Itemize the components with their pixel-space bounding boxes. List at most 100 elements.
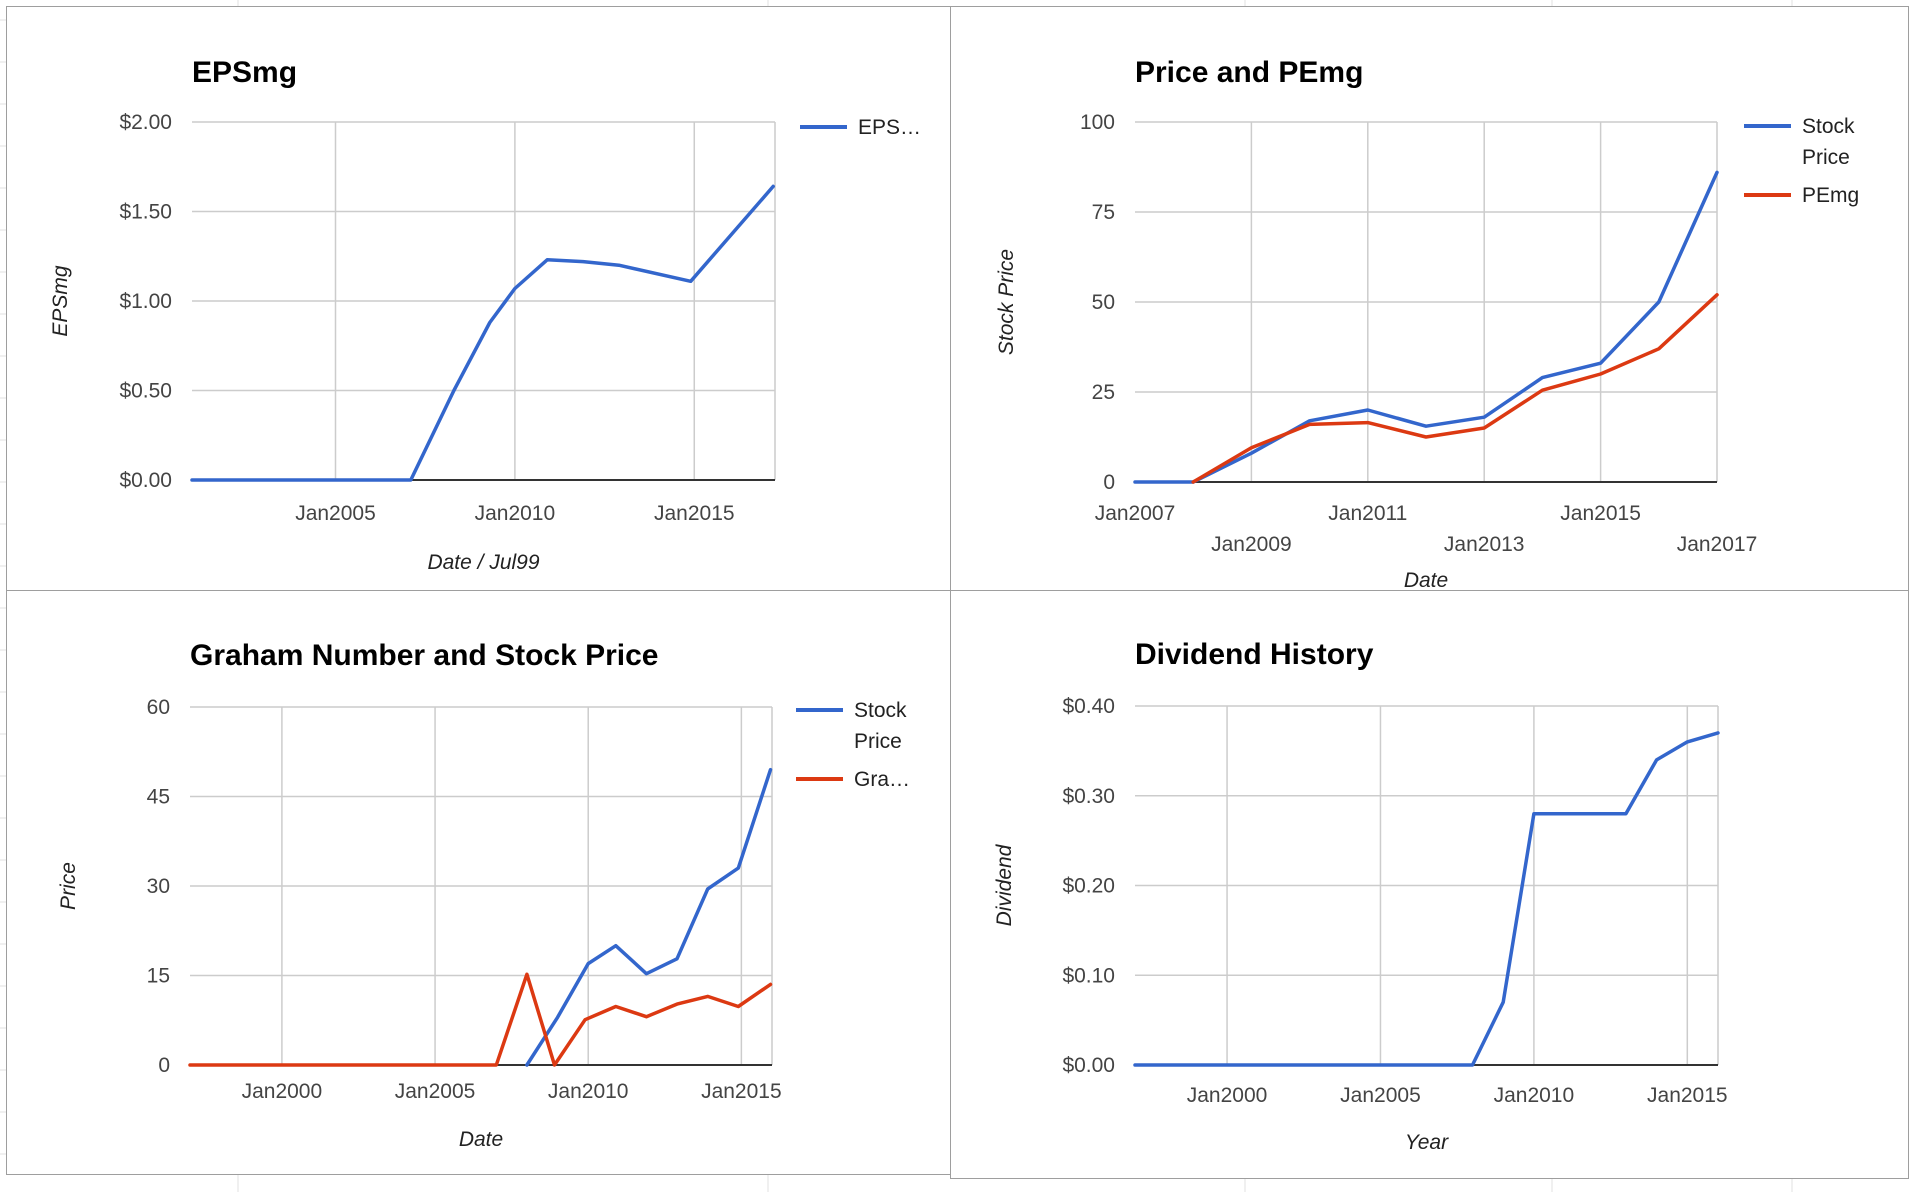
data-point[interactable] (1363, 405, 1373, 415)
y-tick-label: 25 (1092, 381, 1115, 404)
y-tick-label: 15 (147, 965, 170, 988)
data-point[interactable] (1130, 477, 1140, 487)
x-tick-label: Jan2015 (654, 502, 735, 525)
data-point[interactable] (641, 969, 651, 979)
data-point[interactable] (1712, 167, 1722, 177)
chart-panel-price-pemg[interactable]: Price and PEmg 0 25 50 75 100 Jan2007 Jan2011 Ja… (950, 6, 1909, 592)
data-point[interactable] (672, 954, 682, 964)
data-point[interactable] (1654, 344, 1664, 354)
data-point[interactable] (1498, 997, 1508, 1007)
data-point[interactable] (1305, 419, 1315, 429)
data-point[interactable] (1682, 737, 1692, 747)
y-tick-label: 45 (147, 786, 170, 809)
legend-label: PEmg (1802, 184, 1859, 207)
data-point[interactable] (1537, 373, 1547, 383)
x-tick-label: Jan2005 (295, 502, 376, 525)
data-point[interactable] (1188, 477, 1198, 487)
chart-title: Price and PEmg (1135, 56, 1363, 89)
data-point[interactable] (765, 765, 775, 775)
x-tick-label: Jan2010 (1494, 1084, 1575, 1107)
y-tick-label: $0.30 (1062, 785, 1115, 808)
data-point[interactable] (1479, 423, 1489, 433)
x-tick-label: Jan2010 (475, 502, 556, 525)
chart-dividend-history: Dividend History $0.00 $0.10 $0.20 $0.30 $0.4… (993, 638, 1728, 1154)
data-point[interactable] (578, 257, 588, 267)
data-point[interactable] (1421, 432, 1431, 442)
data-point[interactable] (1621, 809, 1631, 819)
data-point[interactable] (1654, 297, 1664, 307)
x-tick-label: Jan2010 (548, 1080, 629, 1103)
x-tick-label: Jan2013 (1444, 533, 1525, 556)
x-tick-label: Jan2007 (1095, 502, 1176, 525)
x-tick-label: Jan2017 (1677, 533, 1758, 556)
data-point[interactable] (510, 283, 520, 293)
data-point[interactable] (187, 475, 197, 485)
x-tick-label: Jan2005 (1340, 1084, 1421, 1107)
chart-title: Graham Number and Stock Price (190, 639, 659, 672)
y-tick-label: 100 (1080, 111, 1115, 134)
x-axis-title: Date (1404, 569, 1448, 592)
chart-panel-dividend[interactable]: Dividend History $0.00 $0.10 $0.20 $0.30 $0.4… (950, 590, 1909, 1179)
data-point[interactable] (1596, 358, 1606, 368)
data-point[interactable] (485, 317, 495, 327)
data-point[interactable] (1712, 290, 1722, 300)
data-point[interactable] (686, 276, 696, 286)
chart-title: EPSmg (192, 56, 297, 89)
data-point[interactable] (765, 979, 775, 989)
data-point[interactable] (733, 863, 743, 873)
chart-panel-graham[interactable]: Graham Number and Stock Price 0 15 30 45 60 Ja… (6, 590, 951, 1175)
data-point[interactable] (1590, 809, 1600, 819)
x-tick-label: Jan2000 (242, 1080, 323, 1103)
x-tick-label: Jan2015 (701, 1080, 782, 1103)
data-point[interactable] (550, 1060, 560, 1070)
series-line-epsmg (190, 184, 775, 482)
data-point[interactable] (542, 255, 552, 265)
data-point[interactable] (611, 941, 621, 951)
data-point[interactable] (522, 969, 532, 979)
data-point[interactable] (553, 1012, 563, 1022)
chart-epsmg: EPSmg $0.00 $0.50 $1.00 $1.50 $2.00 Jan2005 Jan… (49, 56, 921, 574)
data-point[interactable] (614, 260, 624, 270)
y-axis-title: Dividend (993, 843, 1016, 926)
y-axis-title: Stock Price (995, 249, 1018, 355)
data-point[interactable] (491, 1060, 501, 1070)
y-tick-label: 0 (1103, 471, 1115, 494)
chart-panel-epsmg[interactable]: EPSmg $0.00 $0.50 $1.00 $1.50 $2.00 Jan2005 Jan… (6, 6, 951, 591)
data-point[interactable] (1363, 418, 1373, 428)
y-tick-label: $0.00 (1062, 1054, 1115, 1077)
data-point[interactable] (185, 1060, 195, 1070)
y-tick-label: $1.00 (119, 290, 172, 313)
data-point[interactable] (406, 475, 416, 485)
data-point[interactable] (703, 884, 713, 894)
data-point[interactable] (768, 181, 778, 191)
data-point[interactable] (1130, 1060, 1140, 1070)
data-point[interactable] (580, 1015, 590, 1025)
data-point[interactable] (1421, 421, 1431, 431)
data-point[interactable] (583, 959, 593, 969)
data-point[interactable] (449, 386, 459, 396)
x-tick-label: Jan2015 (1647, 1084, 1728, 1107)
data-point[interactable] (1652, 755, 1662, 765)
data-point[interactable] (1537, 385, 1547, 395)
y-tick-label: 60 (147, 696, 170, 719)
series-line-graham-number (188, 972, 773, 1067)
data-point[interactable] (733, 1002, 743, 1012)
data-point[interactable] (1596, 369, 1606, 379)
y-axis-title: EPSmg (49, 265, 72, 337)
legend-label: Stock (1802, 115, 1855, 138)
x-axis-title: Year (1405, 1131, 1449, 1154)
data-point[interactable] (1246, 443, 1256, 453)
data-point[interactable] (1468, 1060, 1478, 1070)
data-point[interactable] (611, 1002, 621, 1012)
data-point[interactable] (1560, 809, 1570, 819)
data-point[interactable] (672, 999, 682, 1009)
data-point[interactable] (1479, 412, 1489, 422)
data-point[interactable] (703, 991, 713, 1001)
data-point[interactable] (641, 1012, 651, 1022)
series-line-stock-price (525, 767, 773, 1067)
chart-graham-number: Graham Number and Stock Price 0 15 30 45 60 Ja… (57, 639, 910, 1151)
data-point[interactable] (1713, 728, 1723, 738)
data-point[interactable] (1529, 809, 1539, 819)
series-line-pemg (1191, 293, 1719, 484)
data-point[interactable] (522, 1060, 532, 1070)
